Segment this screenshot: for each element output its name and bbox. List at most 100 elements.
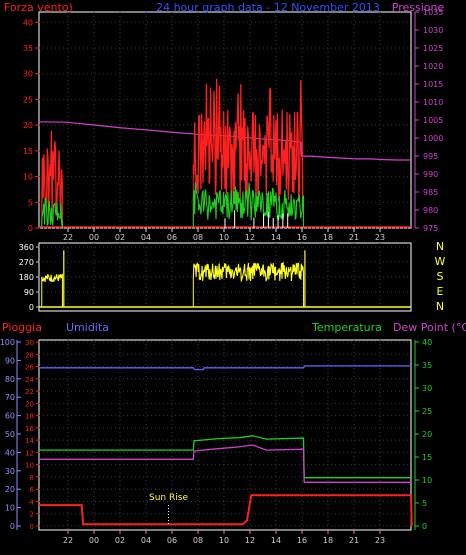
time-tick-label: 02 <box>115 233 125 242</box>
wind-speed-tick-label: 35 <box>23 44 33 53</box>
compass-label: N <box>436 300 444 313</box>
rain-tick-label: 2 <box>30 511 34 519</box>
pressure-tick-label: 980 <box>423 206 438 215</box>
compass-label: S <box>437 270 444 283</box>
time-tick-label: 21 <box>349 536 359 545</box>
wind-speed-tick-label: 25 <box>23 95 33 104</box>
time-tick-label: 16 <box>297 233 307 242</box>
time-tick-label: 04 <box>141 536 151 545</box>
wind-speed-tick-label: 30 <box>23 70 33 79</box>
rain-tick-label: 6 <box>30 486 35 494</box>
humidity-tick-label: 20 <box>5 485 15 494</box>
pressure-tick-label: 1030 <box>423 26 443 35</box>
time-tick-label: 18 <box>323 233 333 242</box>
humidity-tick-label: 70 <box>5 393 15 402</box>
wind-speed-tick-label: 20 <box>23 121 33 130</box>
pressure-tick-label: 1020 <box>423 62 443 71</box>
humidity-axis-label: Umidita <box>66 321 109 334</box>
compass-label: N <box>436 240 444 253</box>
humidity-tick-label: 30 <box>5 467 15 476</box>
sun-rise-label: Sun Rise <box>149 493 188 503</box>
direction-tick-label: 180 <box>19 273 34 282</box>
humidity-tick-label: 10 <box>5 504 15 513</box>
time-tick-label: 16 <box>297 536 307 545</box>
temperature-tick-label: 20 <box>422 430 432 439</box>
pressure-tick-label: 985 <box>423 188 438 197</box>
rain-tick-label: 22 <box>25 388 34 396</box>
rain-humidity-temp-time-axis: 22 00 02 04 06 08 10 12 14 16 18 21 23 <box>63 530 385 545</box>
temperature-tick-label: 35 <box>422 361 432 370</box>
temperature-tick-label: 30 <box>422 384 432 393</box>
wind-direction-line <box>192 261 305 283</box>
pressure-tick-label: 1015 <box>423 80 443 89</box>
temperature-tick-label: 25 <box>422 407 432 416</box>
direction-tick-label: 270 <box>19 258 34 267</box>
wind-speed-tick-label: 10 <box>23 173 33 182</box>
pressure-tick-label: 1010 <box>423 98 443 107</box>
wind-speed-axis: 0 5 10 15 20 25 30 35 40 <box>23 18 39 233</box>
temperature-tick-label: 0 <box>422 522 427 531</box>
rain-tick-label: 14 <box>25 437 34 445</box>
pressure-tick-label: 995 <box>423 152 438 161</box>
humidity-tick-label: 0 <box>10 522 15 531</box>
pressure-tick-label: 1000 <box>423 134 443 143</box>
time-tick-label: 18 <box>323 536 333 545</box>
wind-direction-axis: 0 90 180 270 360 <box>19 243 39 312</box>
time-tick-label: 10 <box>219 233 229 242</box>
time-tick-label: 08 <box>193 233 203 242</box>
rain-line <box>39 494 413 527</box>
rain-tick-label: 10 <box>25 462 34 470</box>
rain-tick-label: 0 <box>30 523 34 531</box>
time-tick-label: 00 <box>89 233 99 242</box>
wind-direction-series <box>39 250 411 308</box>
humidity-tick-label: 80 <box>5 375 15 384</box>
rain-tick-label: 4 <box>30 498 35 506</box>
time-tick-label: 04 <box>141 233 151 242</box>
wind-speed-tick-label: 0 <box>28 224 33 233</box>
pressure-axis-label: Pressione <box>392 1 445 14</box>
humidity-tick-label: 60 <box>5 412 15 421</box>
rain-axis-label: Pioggia <box>2 321 42 334</box>
rain-tick-label: 12 <box>25 449 34 457</box>
time-tick-label: 23 <box>375 536 385 545</box>
pressure-tick-label: 1025 <box>423 44 443 53</box>
temperature-axis: 0 5 10 15 20 25 30 35 40 <box>414 338 432 531</box>
humidity-line <box>39 365 411 371</box>
time-tick-label: 23 <box>375 233 385 242</box>
time-tick-label: 22 <box>63 233 73 242</box>
wind-average-line <box>41 197 63 227</box>
rain-tick-label: 20 <box>25 400 34 408</box>
time-tick-label: 06 <box>167 233 177 242</box>
time-tick-label: 14 <box>271 536 281 545</box>
wind-gust-line <box>192 78 304 203</box>
direction-tick-label: 360 <box>19 243 34 252</box>
time-tick-label: 08 <box>193 536 203 545</box>
wind-pressure-time-axis: 22 00 02 04 06 08 10 12 14 16 18 21 23 <box>63 228 385 242</box>
direction-tick-label: 0 <box>29 303 34 312</box>
compass-label: W <box>435 255 446 268</box>
humidity-tick-label: 90 <box>5 356 15 365</box>
humidity-tick-label: 100 <box>0 338 15 347</box>
compass-label: E <box>437 285 444 298</box>
pressure-tick-label: 975 <box>423 224 438 233</box>
humidity-tick-label: 50 <box>5 430 15 439</box>
sun-rise-annotation: Sun Rise <box>149 493 188 526</box>
wind-direction-grid <box>39 243 411 311</box>
pressure-axis: 975 980 985 990 995 1000 1005 1010 1015 1020 1025 1… <box>414 8 443 233</box>
time-tick-label: 22 <box>63 536 73 545</box>
dewpoint-axis-label: Dew Point (°C) <box>393 321 466 334</box>
humidity-axis: 0 10 20 30 40 50 60 70 80 90 100 <box>0 338 21 531</box>
temperature-tick-label: 10 <box>422 476 432 485</box>
rain-tick-label: 24 <box>25 376 34 384</box>
temperature-tick-label: 15 <box>422 453 432 462</box>
time-tick-label: 06 <box>167 536 177 545</box>
wind-speed-tick-label: 15 <box>23 147 33 156</box>
pressure-tick-label: 1035 <box>423 8 443 17</box>
rain-tick-label: 26 <box>25 364 34 372</box>
pressure-tick-label: 990 <box>423 170 438 179</box>
direction-tick-label: 90 <box>24 288 34 297</box>
